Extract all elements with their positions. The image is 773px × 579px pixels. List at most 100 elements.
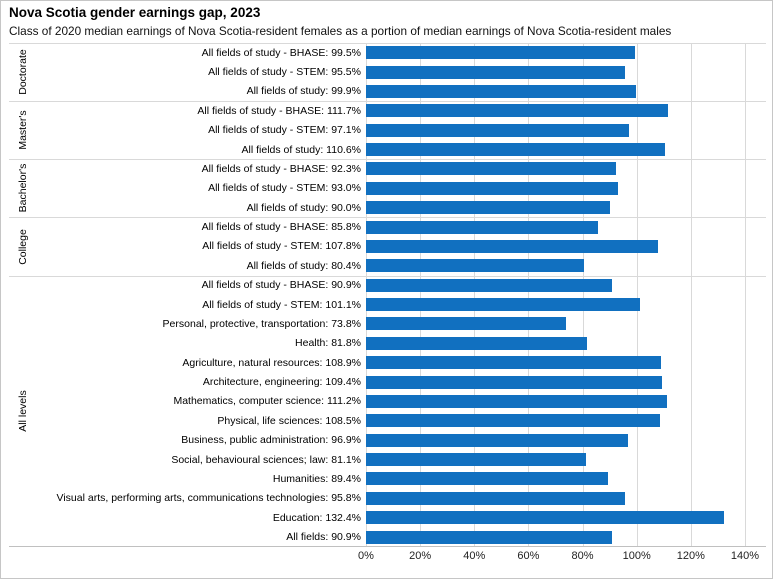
bar-row: All fields of study: 90.0% [9,198,766,217]
bar-label: Humanities: 89.4% [272,472,361,485]
bar-label: All fields of study - STEM: 101.1% [202,298,361,311]
bar-row: Health: 81.8% [9,334,766,353]
x-tick-label: 140% [730,550,760,562]
bar-track [366,256,745,275]
bar-track [366,276,745,295]
bar-row: Physical, life sciences: 108.5% [9,411,766,430]
bar-row: All fields of study - STEM: 93.0% [9,179,766,198]
chart-subtitle: Class of 2020 median earnings of Nova Sc… [9,24,672,38]
bar-label: Health: 81.8% [295,337,361,350]
bar-rows: All fields of study - BHASE: 99.5% All fi… [9,43,766,547]
group-separator [9,276,766,277]
bar-row: All fields of study - STEM: 107.8% [9,237,766,256]
axis-baseline [9,546,766,547]
bar-track [366,508,745,527]
bar-track [366,101,745,120]
bar-chart: All fields of study - BHASE: 99.5% All fi… [9,43,766,547]
bar-row: Mathematics, computer science: 111.2% [9,392,766,411]
bar-label: All fields of study: 90.0% [246,201,361,214]
bar-label: All fields of study - STEM: 95.5% [208,66,361,79]
x-tick-label: 80% [571,550,594,562]
group-separator [9,43,766,44]
bar-track [366,43,745,62]
bar-track [366,431,745,450]
bar [366,259,584,273]
bar-row: Visual arts, performing arts, communicat… [9,489,766,508]
group-separator [9,159,766,160]
bar [366,239,658,253]
bar [366,336,588,350]
group-separator [9,217,766,218]
bar-track [366,372,745,391]
bar [366,201,610,215]
bar-track [366,489,745,508]
bar-track [366,121,745,140]
bar-label: All fields: 90.9% [286,531,361,544]
bar-track [366,392,745,411]
bar-label: Education: 132.4% [272,511,361,524]
bar-track [366,334,745,353]
gridline [745,43,746,547]
bar [366,65,625,79]
bar-track [366,140,745,159]
bar-row: Agriculture, natural resources: 108.9% [9,353,766,372]
bar [366,511,725,525]
bar [366,414,660,428]
bar-track [366,82,745,101]
bar-row: Personal, protective, transportation: 73… [9,314,766,333]
bar-row: All fields of study: 99.9% [9,82,766,101]
bar-label: All fields of study - STEM: 97.1% [208,124,361,137]
x-tick-label: 120% [676,550,705,562]
bar-row: Humanities: 89.4% [9,469,766,488]
bar-row: All fields of study - STEM: 97.1% [9,121,766,140]
bar-label: All fields of study - BHASE: 99.5% [201,46,361,59]
x-tick-label: 100% [622,550,651,562]
bar [366,46,636,60]
group-separator [9,101,766,102]
bar [366,143,666,157]
bar [366,220,599,234]
bar [366,317,566,331]
bar-label: All fields of study: 110.6% [241,143,361,156]
bar-track [366,295,745,314]
bar-label: All fields of study - BHASE: 85.8% [201,221,361,234]
group-label-doctorate: Doctorate [17,49,29,95]
bar-row: Architecture, engineering: 109.4% [9,372,766,391]
bar [366,394,668,408]
bar-track [366,450,745,469]
bar-track [366,159,745,178]
bar-row: All fields of study - STEM: 101.1% [9,295,766,314]
bar [366,84,637,98]
bar [366,278,613,292]
gridline [474,43,476,547]
bar-label: Physical, life sciences: 108.5% [217,414,361,427]
bar [366,530,613,544]
x-tick-label: 60% [517,550,540,562]
bar [366,375,663,389]
bar-row: All fields of study - BHASE: 92.3% [9,159,766,178]
bar-label: Agriculture, natural resources: 108.9% [182,356,361,369]
gridline [528,43,530,547]
bar-track [366,353,745,372]
bar-label: Mathematics, computer science: 111.2% [173,395,361,408]
gridline [690,43,692,547]
group-label-master-s: Master's [17,110,29,150]
group-label-all-levels: All levels [17,390,29,433]
group-label-college: College [17,228,29,265]
bar-row: All fields of study: 80.4% [9,256,766,275]
bar-row: All fields of study - BHASE: 85.8% [9,217,766,236]
bar-row: All fields of study - BHASE: 90.9% [9,276,766,295]
bar-label: Business, public administration: 96.9% [181,434,361,447]
bar-row: All fields of study - STEM: 95.5% [9,62,766,81]
bar [366,181,618,195]
bar [366,162,616,176]
bar-label: All fields of study - STEM: 107.8% [202,240,361,253]
bar-row: All fields of study: 110.6% [9,140,766,159]
bar [366,491,626,505]
bar-row: Education: 132.4% [9,508,766,527]
bar-track [366,469,745,488]
bar [366,123,629,137]
bar-row: All fields of study - BHASE: 99.5% [9,43,766,62]
bar-label: Personal, protective, transportation: 73… [162,317,361,330]
